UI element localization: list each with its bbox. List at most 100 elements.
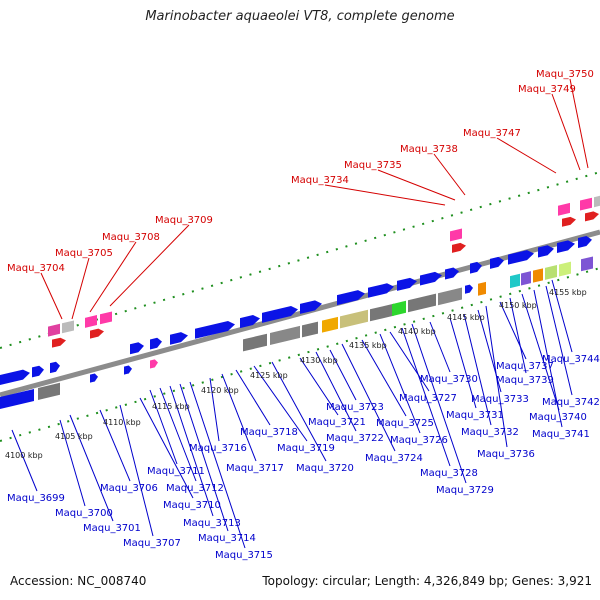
bottom-gene-label: Maqu_3707 [123, 538, 181, 549]
bottom-leader-line [209, 377, 220, 442]
bottom-leader-line [299, 357, 339, 416]
kbp-tick-label: 4100 kbp [5, 451, 43, 460]
kbp-tick-label: 4120 kbp [201, 386, 239, 395]
bottom-gene-label: Maqu_3716 [189, 443, 247, 454]
bottom-leader-line [11, 429, 38, 492]
bottom-gene-label: Maqu_3721 [308, 417, 366, 428]
bottom-gene-label: Maqu_3719 [277, 443, 335, 454]
upper-feature [48, 323, 60, 337]
bottom-gene-label: Maqu_3744 [542, 354, 600, 365]
bottom-gene-label: Maqu_3731 [446, 410, 504, 421]
genome-title: Marinobacter aquaeolei VT8, complete gen… [145, 9, 455, 24]
top-leader-line [40, 272, 63, 320]
top-gene-label: Maqu_3704 [7, 263, 65, 274]
upper-arrow-feature [52, 337, 66, 348]
kbp-tick-labels: 4100 kbp 4105 kbp 4110 kbp 4115 kbp 4120 kbp… [5, 288, 587, 460]
dotted-tracks [0, 171, 600, 442]
reverse-gene [302, 321, 318, 338]
bottom-leader-line [329, 349, 357, 401]
reverse-gene [438, 287, 462, 306]
gene-labels: Maqu_3704 Maqu_3705 Maqu_3708 Maqu_3709 Maqu… [7, 69, 600, 561]
bottom-leader-line [429, 321, 451, 373]
forward-gene [32, 365, 44, 378]
forward-gene [195, 320, 235, 339]
bottom-gene-label: Maqu_3730 [420, 374, 478, 385]
bottom-gene-label: Maqu_3714 [198, 533, 256, 544]
reverse-gene [270, 325, 300, 346]
kbp-tick-label: 4155 kbp [549, 288, 587, 297]
kbp-tick-label: 4115 kbp [152, 402, 190, 411]
reverse-gene [521, 271, 531, 286]
small-feature [90, 373, 98, 383]
kbp-tick-label: 4140 kbp [398, 327, 436, 336]
top-leader-line [377, 169, 456, 201]
top-gene-label: Maqu_3738 [400, 144, 458, 155]
bottom-gene-label: Maqu_3733 [471, 394, 529, 405]
reverse-gene [0, 388, 34, 409]
top-leader-line [496, 137, 557, 174]
bottom-gene-label: Maqu_3737 [496, 361, 554, 372]
bottom-leader-line [159, 387, 197, 482]
forward-gene [0, 369, 30, 385]
topology-label: Topology: circular; Length: 4,326,849 bp… [262, 574, 592, 588]
label-leader-lines [11, 78, 589, 549]
bottom-leader-line [379, 333, 421, 434]
forward-gene [578, 236, 592, 249]
bottom-gene-label: Maqu_3711 [147, 466, 205, 477]
upper-feature [594, 194, 600, 208]
reverse-gene [559, 261, 571, 277]
bottom-gene-label: Maqu_3718 [240, 427, 298, 438]
forward-gene [262, 306, 298, 323]
bottom-gene-label: Maqu_3727 [399, 393, 457, 404]
reverse-gene [243, 333, 267, 352]
bottom-leader-line [271, 361, 327, 462]
bottom-gene-label: Maqu_3713 [183, 518, 241, 529]
forward-gene [470, 261, 482, 274]
forward-gene [445, 267, 459, 280]
top-gene-label: Maqu_3734 [291, 175, 349, 186]
top-gene-label: Maqu_3709 [155, 215, 213, 226]
reverse-gene [322, 316, 338, 333]
reverse-gene [340, 309, 368, 329]
bottom-leader-line [341, 343, 396, 452]
small-feature [124, 365, 132, 375]
top-gene-label: Maqu_3735 [344, 160, 402, 171]
reverse-gene [533, 268, 543, 283]
reverse-gene [545, 264, 557, 280]
bottom-leader-line [401, 327, 451, 467]
bottom-leader-line [533, 289, 563, 428]
top-leader-line [109, 224, 190, 307]
forward-gene [130, 342, 144, 355]
reverse-gene [478, 281, 486, 296]
upper-dotted-track [0, 171, 600, 349]
bottom-gene-label: Maqu_3723 [326, 402, 384, 413]
bottom-gene-label: Maqu_3740 [529, 412, 587, 423]
forward-gene [368, 283, 394, 298]
forward-gene [557, 240, 575, 253]
forward-gene [397, 277, 417, 291]
bottom-gene-label: Maqu_3701 [83, 523, 141, 534]
bottom-leader-line [169, 385, 214, 517]
top-leader-line [324, 184, 446, 206]
forward-gene [170, 332, 188, 345]
bottom-gene-label: Maqu_3720 [296, 463, 354, 474]
reverse-gene [370, 303, 394, 322]
forward-gene [150, 337, 162, 350]
bottom-gene-label: Maqu_3706 [100, 483, 158, 494]
forward-gene [337, 290, 365, 306]
forward-gene [50, 361, 60, 374]
kbp-tick-label: 4105 kbp [55, 432, 93, 441]
forward-gene [240, 315, 260, 329]
bottom-leader-line [509, 297, 527, 374]
bottom-gene-label: Maqu_3728 [420, 468, 478, 479]
bottom-leader-line [361, 339, 407, 417]
small-feature [150, 359, 158, 369]
reverse-gene [38, 382, 60, 400]
kbp-tick-label: 4145 kbp [447, 313, 485, 322]
bottom-leader-line [189, 381, 246, 549]
bottom-gene-label: Maqu_3742 [542, 397, 600, 408]
kbp-tick-label: 4125 kbp [250, 371, 288, 380]
top-leader-line [89, 241, 137, 313]
gene-features [0, 194, 600, 409]
